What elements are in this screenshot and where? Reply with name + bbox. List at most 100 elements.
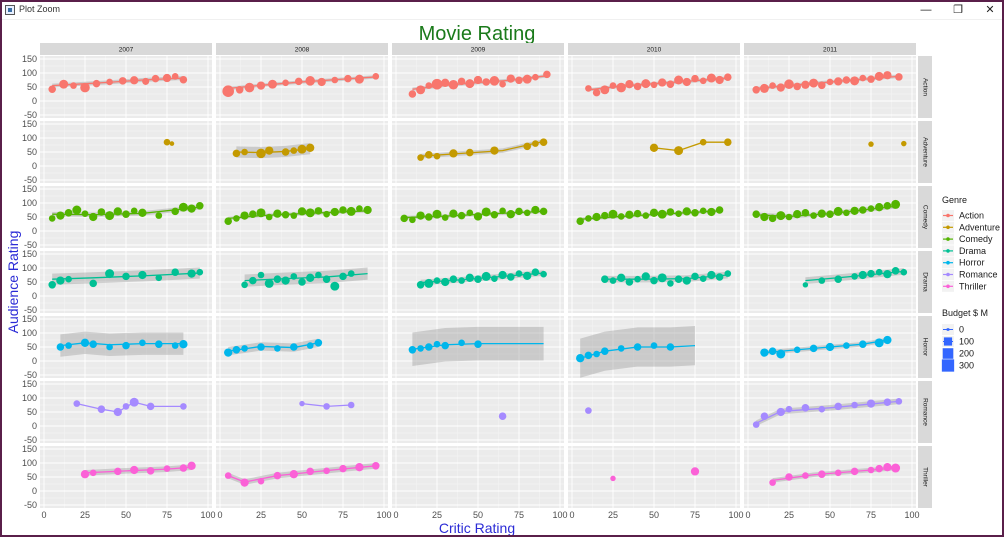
y-tick-label: 150 — [22, 184, 37, 194]
data-point — [330, 207, 339, 217]
data-point — [179, 464, 188, 472]
panel-marks — [232, 143, 315, 159]
data-point — [163, 465, 171, 472]
data-point — [851, 273, 858, 280]
data-point — [457, 77, 466, 86]
panel-thriller-2008 — [216, 446, 388, 508]
data-point — [883, 398, 892, 406]
legend-entry-drama: Drama — [959, 246, 986, 256]
panel-romance-2009 — [392, 381, 564, 443]
y-tick-label: 150 — [22, 314, 37, 324]
maximize-button[interactable]: ❐ — [953, 4, 963, 16]
data-point — [273, 209, 282, 218]
data-point — [850, 76, 860, 86]
data-point — [113, 207, 122, 216]
data-point — [273, 471, 282, 480]
y-tick-label: -50 — [24, 110, 37, 120]
panel-thriller-2010 — [568, 446, 740, 508]
data-point — [724, 270, 732, 277]
data-point — [895, 73, 903, 81]
data-point — [256, 208, 266, 218]
data-point — [752, 421, 760, 428]
x-tick-label: 0 — [217, 510, 222, 520]
data-point — [532, 73, 539, 81]
panel-marks — [498, 412, 507, 420]
data-point — [457, 211, 466, 220]
data-point — [674, 75, 684, 85]
y-tick-label: 100 — [22, 458, 37, 468]
data-point — [232, 149, 241, 158]
data-point — [675, 210, 682, 217]
legend-key-point — [946, 272, 950, 277]
x-axis-label: Critic Rating — [439, 520, 515, 535]
data-point — [97, 208, 106, 216]
legend-title-genre: Genre — [942, 195, 967, 205]
panel-marks — [48, 73, 188, 94]
data-point — [498, 270, 507, 280]
data-point — [155, 274, 163, 282]
legend-entry-budget: 200 — [959, 349, 974, 359]
data-point — [180, 403, 187, 410]
close-button[interactable]: ✕ — [985, 4, 995, 16]
data-point — [867, 75, 875, 83]
data-point — [818, 277, 826, 284]
data-point — [585, 215, 592, 222]
panel-drama-2010 — [568, 251, 740, 313]
data-point — [818, 405, 826, 413]
data-point — [244, 82, 255, 93]
data-point — [372, 462, 380, 470]
data-point — [601, 347, 609, 355]
y-tick-label: 150 — [22, 119, 37, 129]
facet-strip-label-drama: Drama — [921, 272, 928, 292]
minimize-button[interactable]: — — [920, 4, 932, 16]
data-point — [833, 206, 843, 216]
data-point — [532, 140, 539, 147]
data-point — [424, 278, 434, 288]
panel-drama-2008 — [216, 251, 388, 313]
data-point — [363, 205, 372, 215]
data-point — [339, 464, 347, 473]
data-point — [240, 211, 249, 220]
data-point — [257, 343, 265, 351]
data-point — [625, 278, 634, 286]
data-point — [142, 77, 150, 85]
title-bar[interactable]: Plot Zoom — ❐ ✕ — [2, 2, 1002, 20]
x-tick-label: 100 — [904, 510, 919, 520]
facet-strip-2010 — [568, 43, 740, 55]
data-point — [801, 404, 810, 412]
x-tick-label: 100 — [552, 510, 567, 520]
data-point — [650, 342, 658, 349]
y-tick-label: -50 — [24, 305, 37, 315]
data-point — [416, 281, 425, 289]
x-tick-label: 25 — [256, 510, 266, 520]
faceted-scatter-plot: Movie Rating Critic Rating Audience Rati… — [5, 23, 1000, 535]
data-point — [802, 282, 809, 288]
x-tick-label: 0 — [745, 510, 750, 520]
data-point — [138, 208, 147, 217]
data-point — [224, 348, 233, 357]
data-point — [682, 207, 691, 216]
data-point — [818, 470, 826, 478]
data-point — [769, 479, 776, 486]
y-tick-label: -50 — [24, 370, 37, 380]
y-tick-label: 50 — [27, 212, 37, 222]
data-point — [724, 73, 732, 81]
data-point — [465, 273, 474, 282]
data-point — [793, 210, 802, 219]
data-point — [707, 207, 716, 217]
panel-action-2007 — [40, 56, 212, 118]
data-point — [346, 206, 356, 216]
data-point — [499, 207, 506, 215]
data-point — [70, 82, 77, 89]
data-point — [785, 213, 793, 221]
data-point — [65, 275, 72, 283]
legend-entry-comedy: Comedy — [959, 234, 993, 244]
data-point — [585, 85, 592, 92]
panel-marks — [417, 138, 548, 161]
facet-strip-label-thriller: Thriller — [921, 467, 928, 488]
data-point — [859, 74, 867, 82]
data-point — [232, 346, 241, 354]
panel-action-2009 — [392, 56, 564, 118]
data-point — [72, 205, 82, 215]
data-point — [113, 407, 122, 417]
